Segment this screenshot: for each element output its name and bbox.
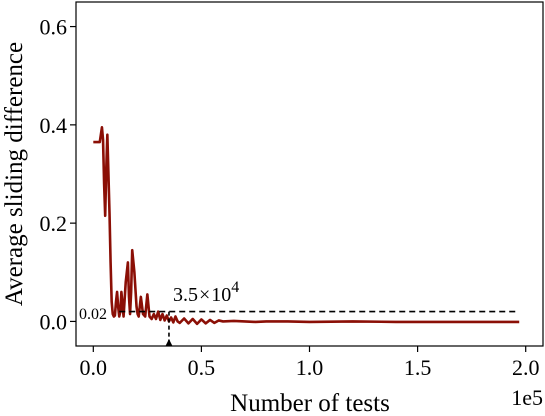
y-tick-label: 0.2 — [40, 211, 68, 236]
marker-label-base: 3.5 — [173, 284, 198, 306]
x-tick-label: 0.0 — [80, 355, 108, 380]
marker-label-times: × — [199, 284, 210, 306]
x-axis-label: Number of tests — [230, 390, 390, 416]
x-tick-label: 0.5 — [188, 355, 216, 380]
x-tick-label: 2.0 — [512, 355, 540, 380]
y-tick-label: 0.0 — [40, 309, 68, 334]
threshold-label: 0.02 — [79, 306, 107, 323]
annotation-layer — [119, 310, 520, 346]
series-layer — [93, 126, 520, 326]
y-axis-label: Average sliding difference — [1, 42, 28, 306]
y-tick-label: 0.6 — [40, 15, 68, 40]
y-axis-ticks: 0.0 0.2 0.4 0.6 — [40, 15, 76, 334]
marker-label: 3.5×104 — [173, 279, 239, 306]
x-tick-label: 1.5 — [404, 355, 432, 380]
x-axis-ticks: 0.0 0.5 1.0 1.5 2.0 — [80, 346, 540, 380]
marker-label-exp: 4 — [231, 279, 239, 296]
x-tick-label: 1.0 — [296, 355, 324, 380]
x-axis-offset-label: 1e5 — [511, 385, 543, 410]
y-tick-label: 0.4 — [40, 113, 68, 138]
marker-arrowhead — [165, 339, 173, 346]
marker-label-pow-base: 10 — [211, 284, 231, 306]
series-line — [93, 126, 520, 326]
